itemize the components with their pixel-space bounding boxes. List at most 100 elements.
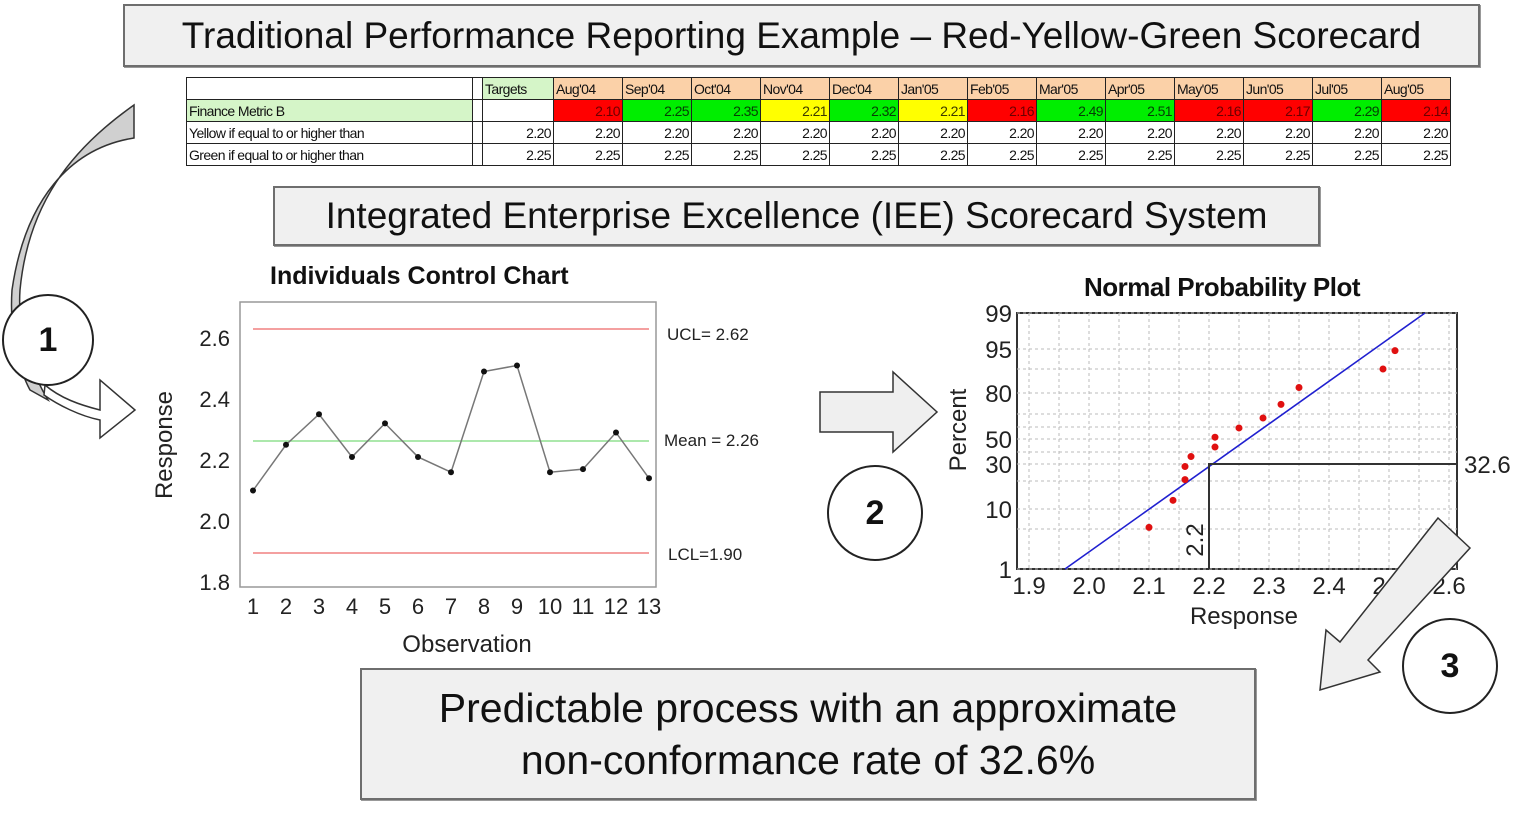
month-header: Dec'04	[829, 77, 899, 100]
svg-text:8: 8	[478, 594, 490, 619]
month-value: 2.25	[1381, 143, 1451, 166]
scorecard-header-row: Targets Aug'04 Sep'04 Oct'04 Nov'04 Dec'04 Jan…	[186, 77, 1451, 100]
svg-text:4: 4	[346, 594, 358, 619]
svg-text:9: 9	[511, 594, 523, 619]
svg-text:5: 5	[379, 594, 391, 619]
step-1-number: 1	[38, 320, 58, 359]
svg-text:10: 10	[538, 594, 562, 619]
targets-header: Targets	[482, 77, 554, 100]
month-value: 2.20	[622, 121, 692, 144]
month-header: Aug'05	[1381, 77, 1451, 100]
svg-text:2.4: 2.4	[1312, 573, 1345, 600]
svg-text:2: 2	[280, 594, 292, 619]
month-value: 2.25	[691, 143, 761, 166]
month-value: 2.20	[967, 121, 1037, 144]
svg-text:50: 50	[985, 427, 1012, 454]
svg-text:99: 99	[985, 301, 1012, 328]
svg-text:2.0: 2.0	[1072, 573, 1105, 600]
month-value: 2.10	[553, 99, 623, 122]
conclusion-line-1: Predictable process with an approximate	[438, 684, 1178, 731]
right-arrow-icon	[819, 370, 939, 454]
month-value: 2.25	[622, 99, 692, 122]
svg-text:1: 1	[247, 594, 259, 619]
svg-text:2.1: 2.1	[1132, 573, 1165, 600]
month-value: 2.21	[760, 99, 830, 122]
annotation-lines	[1208, 463, 1457, 569]
row-label: Yellow if equal to or higher than	[186, 121, 473, 144]
month-value: 2.20	[1036, 121, 1106, 144]
row-label: Green if equal to or higher than	[186, 143, 473, 166]
control-chart-title: Individuals Control Chart	[270, 262, 569, 290]
traditional-title-text: Traditional Performance Reporting Exampl…	[181, 14, 1422, 56]
step-2-number: 2	[865, 493, 885, 532]
svg-text:10: 10	[985, 497, 1012, 524]
step-3-badge: 3	[1402, 618, 1498, 714]
curved-arrow-icon	[10, 103, 137, 440]
month-value: 2.25	[1312, 143, 1382, 166]
month-value: 2.25	[898, 143, 968, 166]
month-header: Jul'05	[1312, 77, 1382, 100]
svg-text:Response: Response	[1190, 603, 1298, 630]
svg-text:1: 1	[999, 557, 1012, 584]
svg-text:95: 95	[985, 337, 1012, 364]
month-value: 2.51	[1105, 99, 1175, 122]
control-chart: 1.82.02.22.42.6 1 2 3 4 5 6 7 8 9 10 11 12 13 UCL= 2…	[151, 301, 759, 658]
month-value: 2.16	[967, 99, 1037, 122]
svg-text:32.6: 32.6	[1464, 452, 1511, 479]
svg-text:2.0: 2.0	[199, 509, 230, 534]
conclusion-box: Predictable process with an approximate …	[360, 668, 1256, 800]
svg-text:2.6: 2.6	[199, 326, 230, 351]
svg-text:6: 6	[412, 594, 424, 619]
target-value: 2.25	[482, 143, 554, 166]
step-2-badge: 2	[827, 465, 923, 561]
month-value: 2.25	[1105, 143, 1175, 166]
month-header: May'05	[1174, 77, 1244, 100]
month-value: 2.25	[553, 143, 623, 166]
traditional-scorecard-title: Traditional Performance Reporting Exampl…	[123, 4, 1480, 67]
month-value: 2.25	[1036, 143, 1106, 166]
svg-text:7: 7	[445, 594, 457, 619]
svg-text:2.2: 2.2	[1182, 523, 1209, 556]
month-header: Feb'05	[967, 77, 1037, 100]
probability-plot-title: Normal Probability Plot	[1084, 272, 1361, 302]
month-value: 2.25	[622, 143, 692, 166]
iee-scorecard-title: Integrated Enterprise Excellence (IEE) S…	[273, 186, 1320, 246]
svg-text:LCL=1.90: LCL=1.90	[668, 545, 742, 564]
conclusion-line-2: non-conformance rate of 32.6%	[520, 737, 1096, 783]
svg-text:UCL= 2.62: UCL= 2.62	[667, 325, 749, 344]
svg-text:2.2: 2.2	[1192, 573, 1225, 600]
month-value: 2.25	[1174, 143, 1244, 166]
month-value: 2.25	[829, 143, 899, 166]
svg-text:1.8: 1.8	[199, 570, 230, 595]
month-value: 2.25	[1243, 143, 1313, 166]
month-value: 2.32	[829, 99, 899, 122]
svg-text:Mean = 2.26: Mean = 2.26	[664, 431, 759, 450]
svg-text:Observation: Observation	[402, 631, 531, 658]
target-value: 2.20	[482, 121, 554, 144]
month-value: 2.20	[898, 121, 968, 144]
svg-text:2.2: 2.2	[199, 448, 230, 473]
svg-text:2.3: 2.3	[1252, 573, 1285, 600]
svg-text:30: 30	[985, 452, 1012, 479]
month-value: 2.20	[1381, 121, 1451, 144]
month-value: 2.29	[1312, 99, 1382, 122]
svg-text:2.4: 2.4	[199, 387, 230, 412]
month-header: Nov'04	[760, 77, 830, 100]
svg-text:12: 12	[604, 594, 628, 619]
svg-text:Response: Response	[151, 391, 178, 499]
step-1-badge: 1	[2, 294, 94, 386]
ryg-scorecard-table: Targets Aug'04 Sep'04 Oct'04 Nov'04 Dec'04 Jan…	[186, 77, 1451, 166]
svg-text:13: 13	[637, 594, 661, 619]
month-header: Apr'05	[1105, 77, 1175, 100]
svg-text:3: 3	[313, 594, 325, 619]
svg-text:80: 80	[985, 381, 1012, 408]
svg-text:Percent: Percent	[945, 388, 972, 471]
down-left-arrow-icon	[1319, 516, 1472, 692]
iee-title-text: Integrated Enterprise Excellence (IEE) S…	[325, 195, 1268, 236]
svg-text:11: 11	[572, 594, 595, 619]
month-header: Sep'04	[622, 77, 692, 100]
scorecard-row: Green if equal to or higher than 2.25 2.25…	[186, 143, 1451, 166]
svg-text:1.9: 1.9	[1012, 573, 1045, 600]
